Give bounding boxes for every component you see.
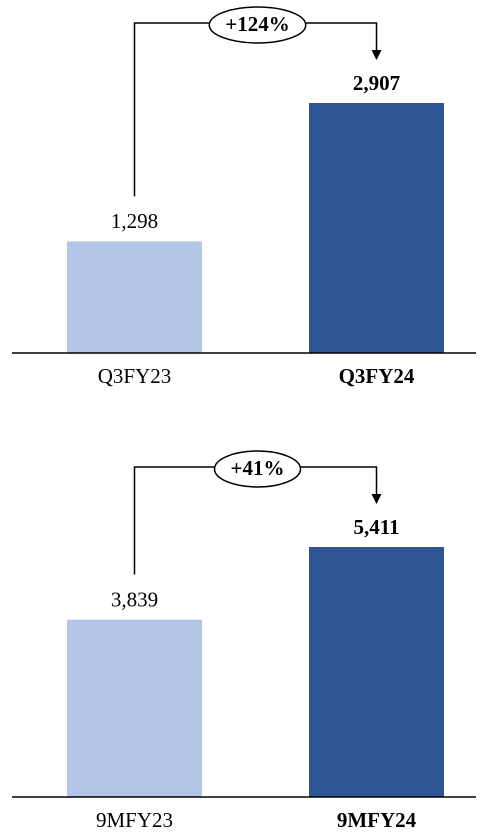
category-label: Q3FY23: [98, 364, 172, 388]
annotation-bubble: [213, 450, 302, 488]
value-label: 5,411: [353, 515, 399, 539]
value-label: 3,839: [111, 587, 158, 611]
annotation: +41%: [231, 456, 285, 480]
value-label: 1,298: [111, 209, 158, 233]
bar: [67, 241, 202, 353]
annotation-bubble: [208, 6, 307, 44]
category-label: 9MFY23: [96, 808, 173, 832]
value-label: 2,907: [353, 71, 400, 95]
category-label: Q3FY24: [339, 364, 415, 388]
bar: [309, 547, 444, 797]
bar: [67, 619, 202, 797]
bar: [309, 103, 444, 353]
category-label: 9MFY24: [337, 808, 417, 832]
annotation: +124%: [225, 12, 289, 36]
